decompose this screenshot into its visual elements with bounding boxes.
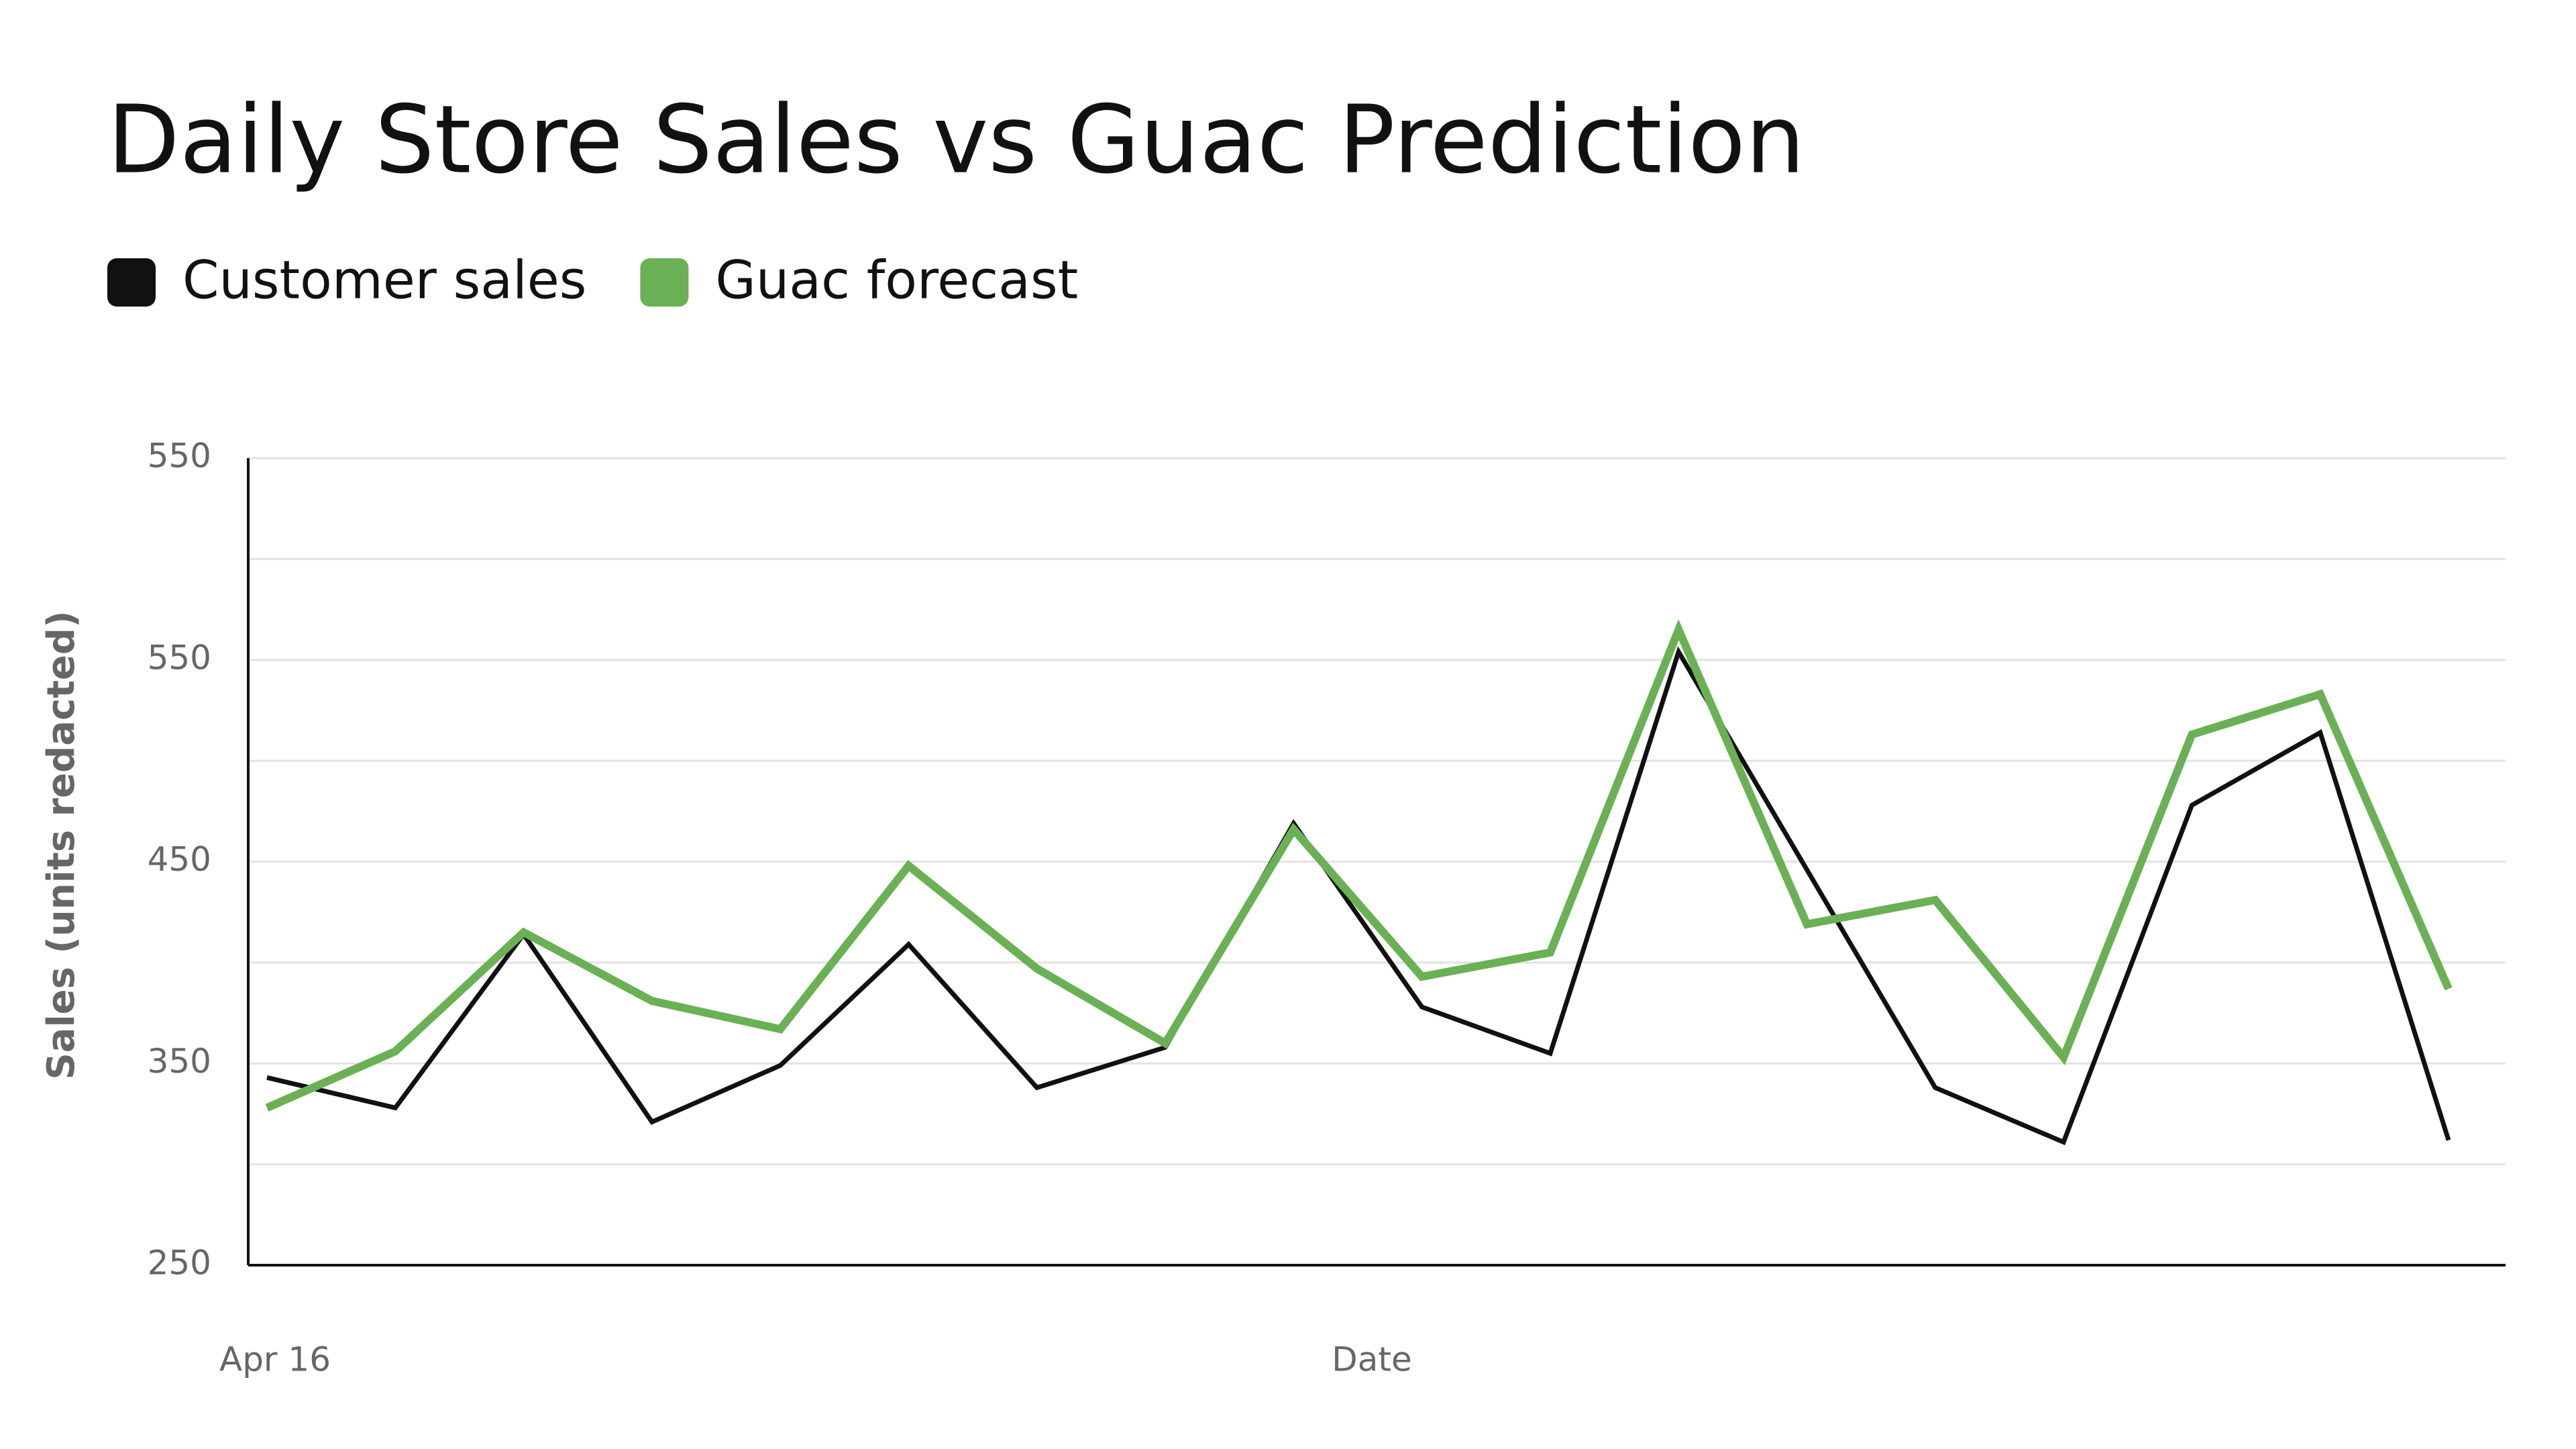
y-tick-label: 550 [148, 437, 211, 476]
x-tick-label: Apr 16 [219, 1340, 331, 1379]
x-axis-title: Date [1332, 1340, 1412, 1379]
series-line [266, 646, 2451, 1146]
legend-label: Guac forecast [715, 250, 1078, 311]
legend-swatch [640, 258, 689, 307]
y-tick-label: 450 [148, 840, 211, 879]
series-line [265, 619, 2453, 1112]
y-tick-label: 550 [148, 638, 211, 677]
legend-swatch [107, 258, 156, 307]
chart-title: Daily Store Sales vs Guac Prediction [107, 86, 1805, 195]
y-tick-label: 250 [148, 1244, 211, 1283]
legend-label: Customer sales [182, 250, 586, 311]
y-axis-title: Sales (units redacted) [40, 610, 83, 1079]
y-tick-label: 350 [148, 1042, 211, 1081]
